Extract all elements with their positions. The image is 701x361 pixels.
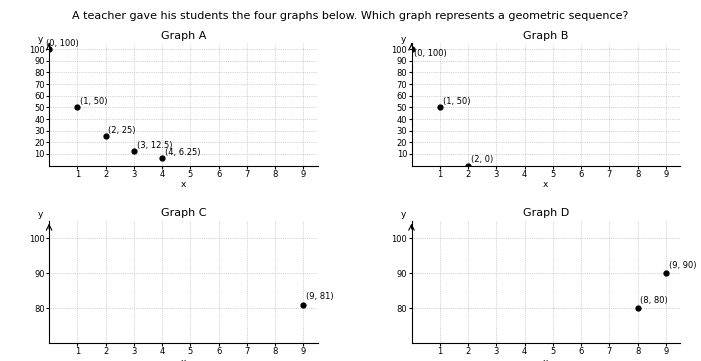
- X-axis label: x: x: [543, 180, 548, 189]
- Text: y: y: [38, 210, 43, 219]
- Text: (2, 0): (2, 0): [471, 156, 493, 165]
- Text: (2, 25): (2, 25): [109, 126, 136, 135]
- Text: (3, 12.5): (3, 12.5): [137, 141, 172, 150]
- Text: y: y: [400, 210, 406, 219]
- Title: Graph D: Graph D: [523, 209, 569, 218]
- Text: y: y: [38, 35, 43, 44]
- Title: Graph C: Graph C: [161, 209, 206, 218]
- X-axis label: x: x: [181, 180, 186, 189]
- Text: (8, 80): (8, 80): [641, 296, 668, 305]
- X-axis label: x: x: [181, 357, 186, 361]
- Text: y: y: [400, 35, 406, 44]
- Title: Graph A: Graph A: [161, 31, 206, 41]
- Text: (1, 50): (1, 50): [442, 97, 470, 106]
- Text: (9, 90): (9, 90): [669, 261, 696, 270]
- Text: (0, 100): (0, 100): [46, 39, 79, 48]
- Text: (1, 50): (1, 50): [80, 97, 108, 106]
- Text: (9, 81): (9, 81): [306, 292, 334, 301]
- Text: (4, 6.25): (4, 6.25): [165, 148, 200, 157]
- Title: Graph B: Graph B: [523, 31, 569, 41]
- Text: A teacher gave his students the four graphs below. Which graph represents a geom: A teacher gave his students the four gra…: [72, 11, 629, 21]
- Text: (0, 100): (0, 100): [414, 49, 447, 58]
- X-axis label: x: x: [543, 357, 548, 361]
